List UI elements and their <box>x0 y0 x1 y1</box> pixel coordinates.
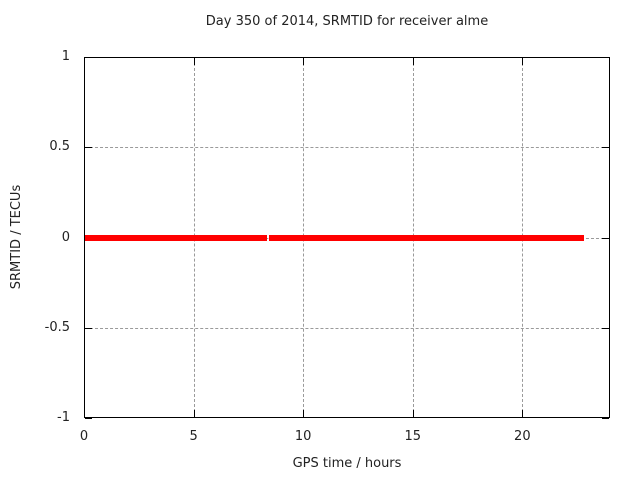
x-tick-label: 15 <box>404 429 422 444</box>
y-tick-label: 0 <box>61 229 70 245</box>
y-tick-mark <box>602 237 609 239</box>
y-tick-mark <box>85 327 92 329</box>
x-tick-mark <box>303 410 305 417</box>
y-tick-label: -1 <box>57 410 70 425</box>
chart-title: Day 350 of 2014, SRMTID for receiver alm… <box>205 14 489 29</box>
horizontal-gridline <box>85 327 609 329</box>
x-tick-mark <box>303 58 305 65</box>
x-tick-mark <box>193 58 195 65</box>
x-tick-label: 5 <box>189 429 198 444</box>
x-tick-label: 10 <box>294 429 312 444</box>
data-series-segment <box>84 234 267 241</box>
x-tick-label: 20 <box>514 429 531 444</box>
x-tick-mark <box>193 410 195 417</box>
x-tick-mark <box>412 58 414 65</box>
plot-border <box>84 57 610 418</box>
horizontal-gridline <box>85 147 609 149</box>
y-tick-mark <box>602 327 609 329</box>
y-tick-mark <box>85 418 92 419</box>
y-tick-label: 0.5 <box>49 139 70 155</box>
x-tick-mark <box>412 410 414 417</box>
x-tick-mark <box>522 410 524 417</box>
x-tick-mark <box>522 58 524 65</box>
y-tick-mark <box>602 147 609 149</box>
y-tick-mark <box>85 147 92 149</box>
y-tick-label: 1 <box>61 49 70 64</box>
x-axis-title: GPS time / hours <box>292 456 402 471</box>
y-tick-mark <box>602 418 609 419</box>
x-tick-label: 0 <box>79 429 89 444</box>
data-series-segment <box>269 234 584 241</box>
y-tick-label: -0.5 <box>44 319 70 335</box>
